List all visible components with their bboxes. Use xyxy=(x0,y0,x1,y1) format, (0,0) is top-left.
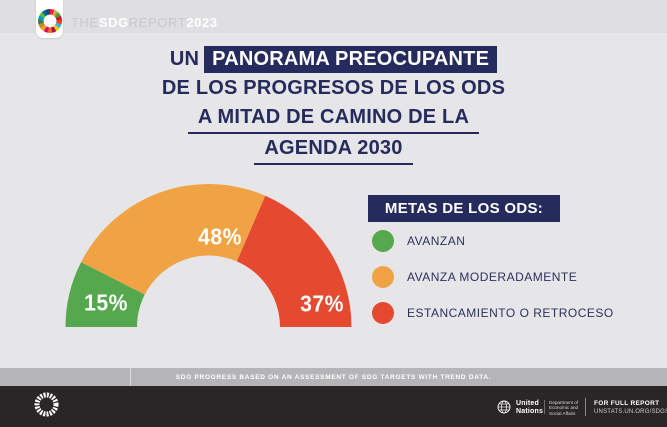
brand-sdg: SDG xyxy=(98,15,129,30)
brand-year: 2023 xyxy=(186,15,218,30)
sdg-wheel-outline-icon xyxy=(34,392,59,417)
legend-title: METAS DE LOS ODS: xyxy=(368,195,560,222)
legend-label-avanza-moderadamente: AVANZA MODERADAMENTE xyxy=(407,270,578,284)
un-name: United Nations xyxy=(516,400,543,415)
title-line-3-text: A MITAD DE CAMINO DE LA xyxy=(187,106,480,134)
brand-wordmark: THESDGREPORT2023 xyxy=(71,15,218,30)
legend-item-estancamiento: ESTANCAMIENTO O RETROCESO xyxy=(372,302,614,324)
un-name-line1: United xyxy=(516,400,539,407)
header-band xyxy=(0,0,667,33)
gauge-chart xyxy=(65,184,352,327)
footnote-text: SDG PROGRESS BASED ON AN ASSESSMENT OF S… xyxy=(175,373,492,381)
gauge-segment-2 xyxy=(236,195,352,327)
desa-text: Department of Economic and Social Affair… xyxy=(549,400,578,416)
brand-report: REPORT xyxy=(128,15,187,30)
legend-item-avanzan: AVANZAN xyxy=(372,230,465,252)
footer-bar: United Nations Department of Economic an… xyxy=(0,386,667,427)
legend-label-avanzan: AVANZAN xyxy=(407,234,466,248)
gauge-segment-0 xyxy=(65,262,145,327)
gauge-segment-1 xyxy=(81,184,266,295)
footer-mini-divider xyxy=(544,400,545,414)
footnote-seam xyxy=(130,368,131,386)
sdg-logo-chip xyxy=(36,0,63,38)
desa-line3: Social Affairs xyxy=(549,410,576,416)
page-title: UN PANORAMA PREOCUPANTE DE LOS PROGRESOS … xyxy=(0,45,667,165)
legend-dot-green xyxy=(372,230,394,252)
legend-dot-red xyxy=(372,302,394,324)
legend-dot-orange xyxy=(372,266,394,288)
desa-line2: Economic and xyxy=(549,405,579,411)
gauge-label-red: 37% xyxy=(300,290,344,317)
un-name-line2: Nations xyxy=(516,407,544,415)
title-line-4-text: AGENDA 2030 xyxy=(254,137,413,165)
title-highlight: PANORAMA PREOCUPANTE xyxy=(204,46,498,73)
report-block: FOR FULL REPORT UNSTATS.UN.ORG/SDGS/REPO… xyxy=(594,400,667,415)
legend-item-avanza-moderadamente: AVANZA MODERADAMENTE xyxy=(372,266,577,288)
footnote-bar: SDG PROGRESS BASED ON AN ASSESSMENT OF S… xyxy=(0,368,667,386)
title-line-1: UN PANORAMA PREOCUPANTE xyxy=(0,45,667,74)
title-line-3: A MITAD DE CAMINO DE LA xyxy=(0,103,667,134)
desa-line1: Department of xyxy=(549,400,579,405)
footer-divider xyxy=(585,398,586,416)
report-label: FOR FULL REPORT xyxy=(594,400,660,407)
un-emblem-icon xyxy=(497,400,511,414)
sdg-wheel-icon xyxy=(37,9,62,33)
gauge-label-green: 15% xyxy=(84,289,128,316)
title-prefix: UN xyxy=(169,48,200,70)
report-url: UNSTATS.UN.ORG/SDGS/REPORT/2023 xyxy=(594,409,667,415)
gauge-label-orange: 48% xyxy=(198,223,242,250)
title-line-2: DE LOS PROGRESOS DE LOS ODS xyxy=(161,77,506,99)
legend-label-estancamiento: ESTANCAMIENTO O RETROCESO xyxy=(407,306,614,320)
title-line-4: AGENDA 2030 xyxy=(0,134,667,165)
brand-the: THE xyxy=(71,15,99,30)
